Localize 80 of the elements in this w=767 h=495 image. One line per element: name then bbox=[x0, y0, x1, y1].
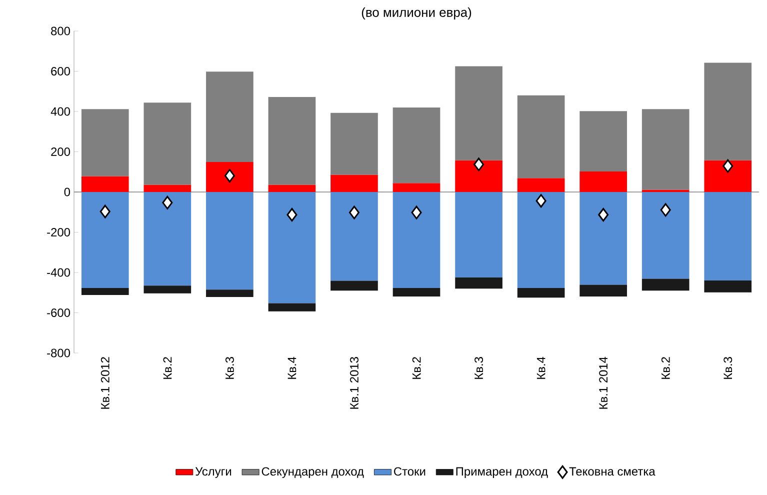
bar bbox=[330, 280, 378, 291]
bar bbox=[206, 290, 254, 298]
point bbox=[162, 196, 173, 210]
bar bbox=[144, 286, 192, 294]
point bbox=[100, 204, 110, 218]
bar bbox=[81, 192, 129, 288]
y-tick-label: 800 bbox=[51, 26, 70, 36]
bar bbox=[642, 192, 690, 279]
chart-title: (во милиони евра) bbox=[362, 7, 472, 20]
bar bbox=[455, 66, 502, 160]
x-tick-label: Кв.1 2014 bbox=[599, 356, 608, 409]
legend-label: Секундарен доход bbox=[262, 467, 364, 478]
x-tick-label: Кв.1 2013 bbox=[350, 357, 358, 409]
bar bbox=[704, 192, 752, 281]
legend-label: Тековна сметка bbox=[569, 467, 656, 476]
bar bbox=[392, 288, 440, 296]
bar bbox=[704, 160, 752, 192]
point bbox=[474, 158, 484, 172]
legend-label: Стоки bbox=[394, 467, 426, 476]
bar bbox=[580, 111, 627, 172]
point bbox=[536, 194, 546, 208]
bar bbox=[517, 192, 565, 288]
point bbox=[660, 203, 671, 217]
bar bbox=[81, 288, 129, 296]
bar bbox=[144, 184, 192, 192]
bar bbox=[144, 192, 192, 286]
bar bbox=[517, 288, 565, 298]
y-tick-label: -200 bbox=[47, 228, 70, 236]
bar bbox=[268, 192, 316, 304]
bar bbox=[517, 178, 565, 192]
bar bbox=[642, 278, 690, 291]
bar bbox=[642, 190, 690, 192]
bar bbox=[392, 183, 440, 192]
x-tick-label: Кв.2 bbox=[412, 357, 421, 379]
point bbox=[348, 206, 360, 220]
bar bbox=[206, 72, 254, 162]
bar bbox=[81, 176, 129, 192]
bar bbox=[704, 62, 752, 160]
bar bbox=[392, 107, 440, 184]
x-tick-label: Кв.3 bbox=[474, 357, 483, 379]
y-tick-label: -400 bbox=[47, 268, 70, 277]
y-tick-label: -600 bbox=[47, 308, 70, 317]
bar bbox=[268, 184, 316, 192]
bar bbox=[268, 97, 316, 185]
point bbox=[411, 206, 422, 220]
y-tick-label: 0 bbox=[64, 188, 70, 196]
bar bbox=[206, 192, 254, 290]
y-tick-label: -800 bbox=[47, 348, 70, 358]
bar bbox=[455, 192, 502, 278]
y-tick-label: 200 bbox=[51, 148, 70, 156]
bar bbox=[580, 284, 627, 296]
x-tick-label: Кв.3 bbox=[724, 357, 732, 379]
y-tick-label: 400 bbox=[50, 107, 70, 116]
x-tick-label: Кв.3 bbox=[225, 357, 234, 379]
bar bbox=[330, 174, 378, 192]
x-tick-label: Кв.4 bbox=[536, 356, 546, 379]
bar bbox=[455, 278, 502, 289]
legend-label: Примарен доход bbox=[456, 467, 548, 478]
point bbox=[598, 208, 609, 222]
x-tick-label: Кв.2 bbox=[163, 357, 172, 379]
bar bbox=[392, 192, 440, 288]
bar bbox=[642, 109, 690, 190]
y-tick-label: 600 bbox=[51, 67, 70, 76]
bar bbox=[580, 171, 627, 192]
legend-label: Услуги bbox=[195, 467, 232, 478]
bar bbox=[81, 109, 129, 176]
bar bbox=[580, 192, 627, 285]
point bbox=[286, 208, 298, 222]
x-tick-label: Кв.1 2012 bbox=[100, 357, 110, 409]
point bbox=[722, 159, 734, 173]
bar bbox=[268, 303, 316, 312]
bar bbox=[517, 95, 565, 178]
bar bbox=[144, 102, 192, 185]
bar bbox=[330, 192, 378, 281]
bar bbox=[704, 280, 752, 292]
x-tick-label: Кв.2 bbox=[661, 357, 670, 379]
bar bbox=[206, 162, 254, 192]
x-tick-label: Кв.4 bbox=[288, 356, 296, 379]
bar bbox=[330, 112, 378, 175]
bar bbox=[455, 160, 502, 192]
